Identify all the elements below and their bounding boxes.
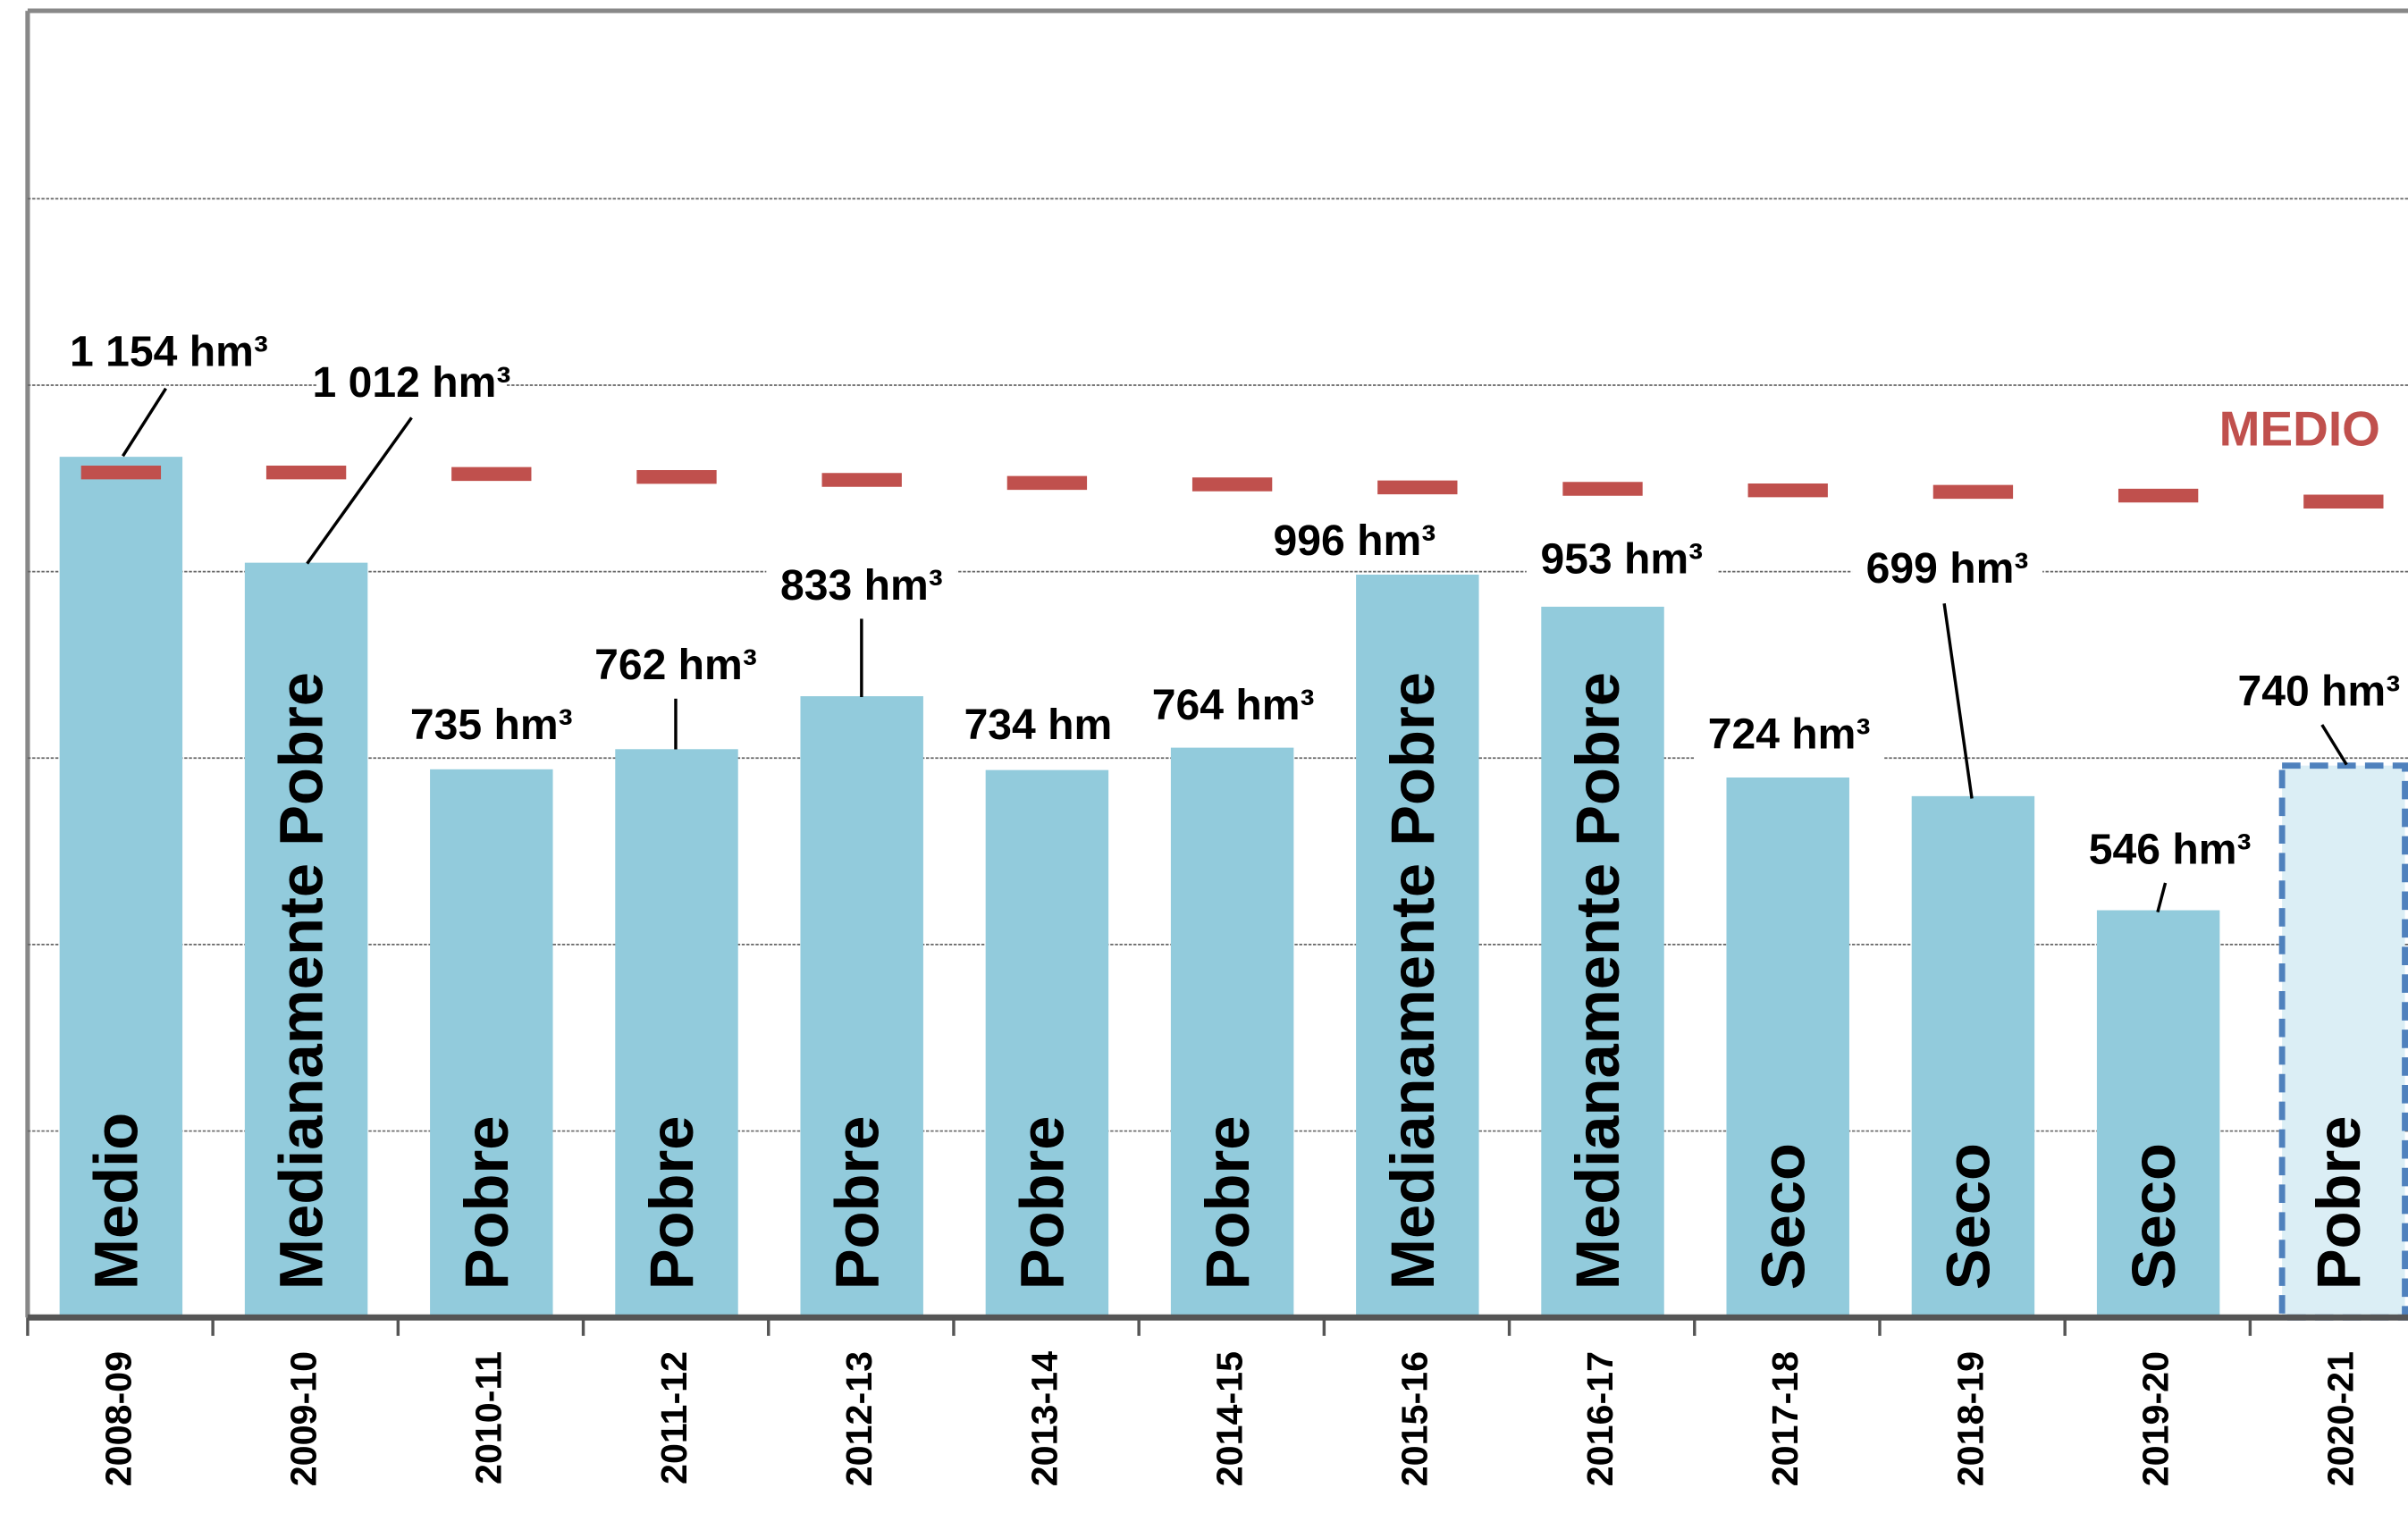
value-label: 740 hm³ (2237, 667, 2400, 715)
bar (1541, 606, 1664, 1318)
value-label-bg (1259, 518, 1450, 568)
value-label-bg (73, 330, 265, 380)
bar (1170, 747, 1294, 1318)
value-label: 953 hm³ (1540, 535, 1703, 584)
x-tick-label: 2012-13 (838, 1351, 880, 1486)
bar (800, 696, 923, 1318)
x-tick-label: 2011-12 (653, 1351, 695, 1484)
bar (1911, 795, 2035, 1318)
bar-label: Pobre (822, 1116, 891, 1290)
value-label: 734 hm (964, 701, 1113, 749)
value-label-bg (766, 563, 957, 613)
bar (430, 769, 553, 1318)
value-label: 735 hm³ (410, 701, 573, 749)
value-label: 699 hm³ (1866, 544, 2029, 593)
bar-label: Pobre (452, 1116, 521, 1290)
x-tick-label: 2016-17 (1579, 1351, 1621, 1486)
bar (615, 749, 738, 1318)
bar (2278, 762, 2408, 1321)
reference-label: MEDIO (2219, 400, 2380, 456)
bar-label: Seco (1748, 1143, 1817, 1290)
value-label-bg (580, 643, 771, 693)
bar-label: Medianamente Pobre (1378, 672, 1447, 1290)
value-label: 1 012 hm³ (313, 358, 511, 407)
value-label: 724 hm³ (1708, 710, 1871, 758)
x-tick-label: 2009-10 (282, 1351, 324, 1486)
bar-label: Pobre (1008, 1116, 1077, 1290)
bar-label: Pobre (2304, 1116, 2373, 1290)
bar-label: Seco (1934, 1143, 2003, 1290)
bar (1726, 777, 1849, 1318)
leader-line (306, 416, 413, 565)
bar (59, 457, 183, 1318)
x-tick-label: 2015-16 (1394, 1351, 1436, 1486)
bar (2096, 910, 2220, 1318)
value-label: 1 154 hm³ (70, 328, 268, 376)
value-label: 764 hm³ (1152, 681, 1315, 729)
bar-label: Medio (82, 1113, 151, 1290)
x-tick-label: 2019-20 (2135, 1351, 2176, 1486)
x-tick-label: 2018-19 (1949, 1351, 1991, 1486)
x-tick-label: 2010-11 (468, 1351, 509, 1484)
leader-line (2320, 724, 2348, 766)
bar-label: Medianamente Pobre (267, 672, 336, 1290)
bar-label: Medianamente Pobre (1563, 672, 1632, 1290)
value-label-bg (1138, 683, 1329, 733)
value-label: 546 hm³ (2089, 825, 2252, 873)
value-label-bg (316, 360, 507, 410)
value-label-bg (396, 702, 587, 752)
value-label-bg (1694, 712, 1885, 762)
x-tick-label: 2013-14 (1023, 1351, 1065, 1486)
x-tick-label: 2008-09 (97, 1351, 139, 1486)
leader-line (2156, 882, 2168, 913)
bar (1356, 575, 1479, 1318)
bar-label: Pobre (637, 1116, 706, 1290)
value-label-bg (942, 702, 1133, 752)
value-label-bg (2223, 669, 2408, 719)
bar-label: Pobre (1193, 1116, 1262, 1290)
value-label: 833 hm³ (780, 561, 943, 609)
x-tick-label: 2020-21 (2320, 1351, 2362, 1486)
bar-label: Seco (2119, 1143, 2188, 1290)
bar (244, 562, 368, 1318)
leader-line (121, 387, 168, 458)
value-label-bg (1526, 537, 1717, 587)
value-label: 762 hm³ (594, 641, 757, 689)
value-label-bg (2075, 828, 2266, 878)
x-tick-label: 2014-15 (1209, 1351, 1250, 1486)
value-label-bg (1852, 546, 2043, 596)
leader-line (1942, 603, 1974, 799)
bar (985, 769, 1109, 1318)
value-label: 996 hm³ (1273, 517, 1436, 565)
x-tick-label: 2017-18 (1764, 1351, 1806, 1486)
